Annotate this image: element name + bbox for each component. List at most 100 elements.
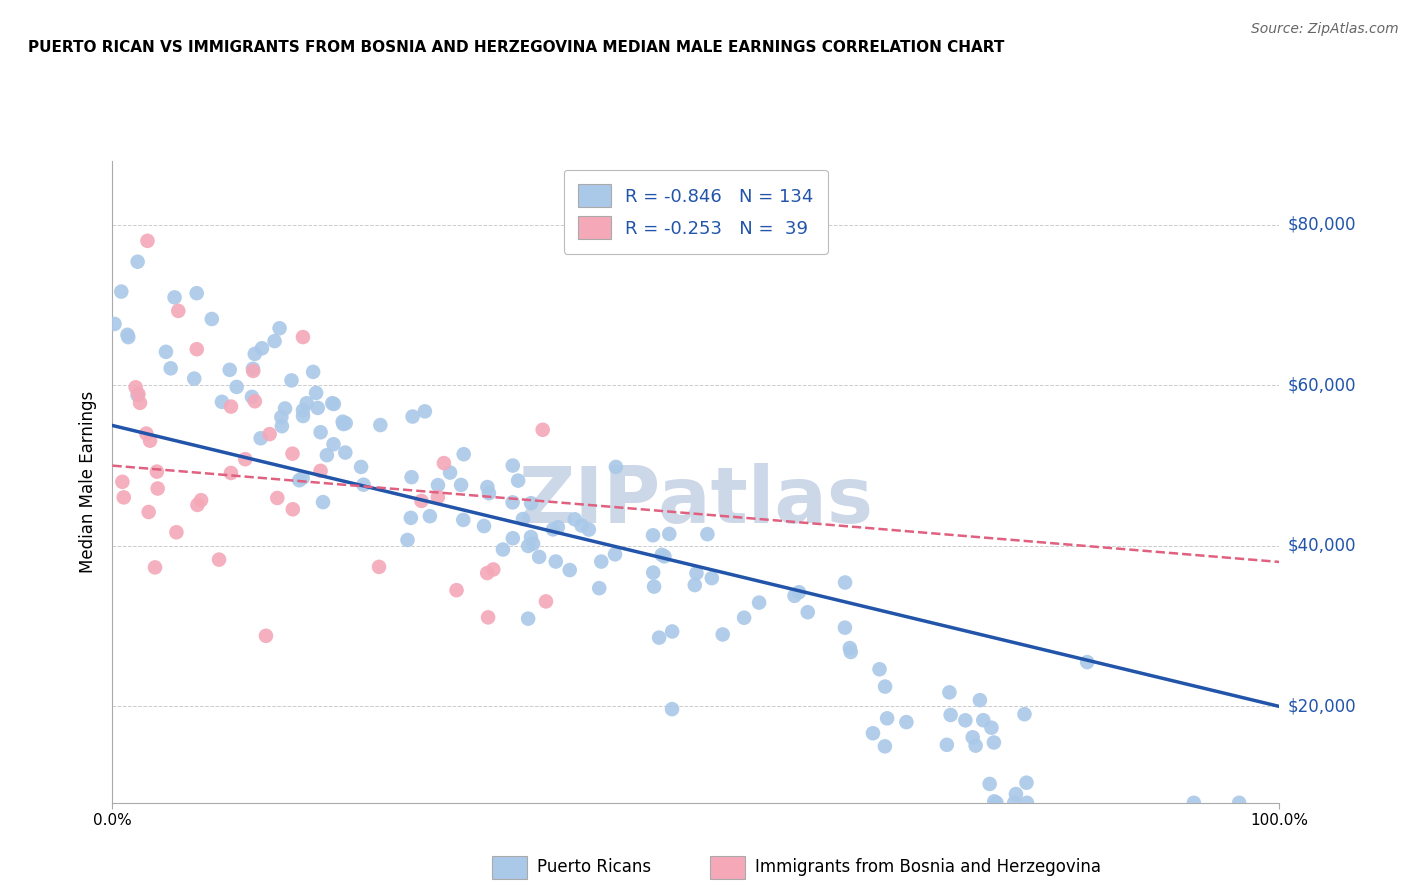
Point [138, 505, 160, 519]
Point [159, 361, 181, 376]
Point [322, 397, 344, 411]
Point [685, 566, 707, 581]
Point [862, 726, 884, 740]
Point [143, 560, 166, 574]
Point [225, 380, 247, 394]
Point [477, 566, 499, 580]
Point [502, 458, 524, 473]
Point [322, 437, 344, 451]
Point [136, 234, 159, 248]
Point [117, 327, 139, 342]
Point [291, 471, 314, 485]
Point [167, 304, 190, 318]
Point [571, 518, 593, 533]
Point [838, 641, 860, 656]
Point [332, 415, 354, 429]
Point [1182, 796, 1205, 810]
Point [876, 711, 898, 725]
Point [309, 425, 332, 440]
Point [979, 777, 1001, 791]
Point [588, 581, 610, 595]
Point [281, 502, 304, 516]
Point [520, 496, 543, 510]
Point [243, 394, 266, 409]
Point [502, 495, 524, 509]
Point [249, 431, 271, 445]
Point [129, 396, 152, 410]
Point [117, 330, 139, 344]
Point [439, 466, 461, 480]
Point [274, 401, 297, 416]
Point [433, 456, 456, 470]
Point [124, 380, 146, 394]
Point [1015, 796, 1038, 810]
Point [527, 549, 550, 564]
Point [547, 520, 569, 534]
Point [302, 365, 325, 379]
Point [183, 371, 205, 385]
Text: $80,000: $80,000 [1288, 216, 1357, 234]
Point [683, 578, 706, 592]
Point [240, 390, 263, 404]
Point [291, 330, 314, 344]
Point [146, 482, 169, 496]
Point [307, 401, 329, 415]
Point [796, 605, 818, 619]
Point [163, 290, 186, 304]
Point [834, 575, 856, 590]
Point [243, 347, 266, 361]
Point [700, 571, 723, 585]
Point [1076, 655, 1098, 669]
Point [522, 536, 544, 550]
Point [266, 491, 288, 505]
Point [312, 495, 335, 509]
Point [711, 627, 734, 641]
Point [748, 596, 770, 610]
Point [1227, 796, 1250, 810]
Point [643, 566, 665, 580]
Point [233, 452, 256, 467]
Point [368, 560, 391, 574]
Point [453, 513, 475, 527]
Point [962, 731, 984, 745]
Point [218, 363, 240, 377]
Point [139, 434, 162, 448]
Point [517, 612, 540, 626]
Point [446, 583, 468, 598]
Point [186, 342, 208, 356]
Point [269, 321, 291, 335]
Point [1015, 775, 1038, 789]
Legend: R = -0.846   N = 134, R = -0.253   N =  39: R = -0.846 N = 134, R = -0.253 N = 39 [564, 169, 828, 254]
Point [413, 404, 436, 418]
Point [242, 364, 264, 378]
Point [935, 738, 957, 752]
Point [219, 400, 242, 414]
Point [155, 344, 177, 359]
Point [1002, 796, 1025, 810]
Point [208, 552, 231, 566]
Point [733, 611, 755, 625]
Point [259, 427, 281, 442]
Point [558, 563, 581, 577]
Point [165, 525, 187, 540]
Text: $40,000: $40,000 [1288, 537, 1357, 555]
Point [508, 474, 530, 488]
Point [411, 494, 433, 508]
Point [651, 548, 673, 562]
Text: ZIPatlas: ZIPatlas [519, 463, 873, 539]
Point [564, 512, 586, 526]
Point [939, 708, 962, 723]
Point [965, 739, 987, 753]
Point [103, 317, 125, 331]
Point [254, 629, 277, 643]
Point [111, 475, 134, 489]
Point [605, 459, 627, 474]
Point [127, 254, 149, 268]
Point [517, 539, 540, 553]
Point [969, 693, 991, 707]
Point [396, 533, 419, 547]
Point [938, 685, 960, 699]
Point [492, 542, 515, 557]
Text: $20,000: $20,000 [1288, 698, 1357, 715]
Point [869, 662, 891, 676]
